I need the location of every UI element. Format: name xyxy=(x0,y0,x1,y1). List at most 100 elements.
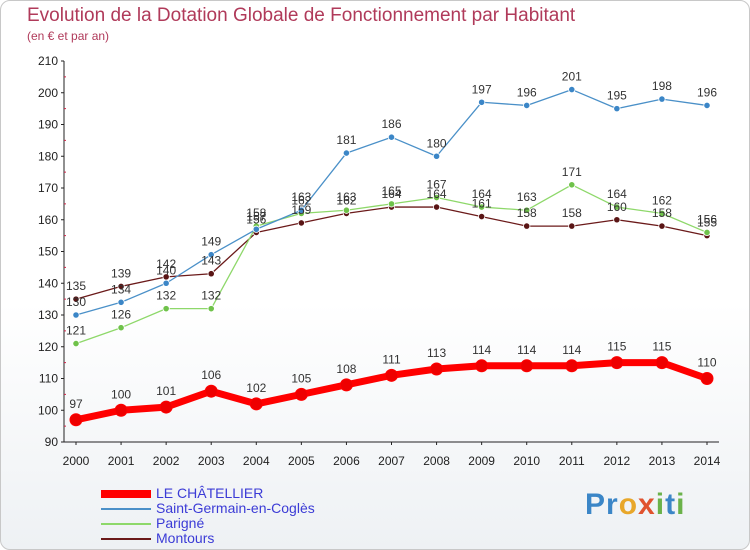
data-point xyxy=(249,397,263,411)
data-point xyxy=(610,356,624,370)
data-label: 165 xyxy=(381,184,401,198)
data-point xyxy=(207,251,215,259)
data-label: 160 xyxy=(607,200,627,214)
data-point xyxy=(475,359,489,373)
data-label: 180 xyxy=(427,136,447,150)
data-label: 163 xyxy=(517,190,537,204)
x-tick-label: 2002 xyxy=(153,454,180,468)
data-label: 171 xyxy=(562,165,582,179)
data-label: 197 xyxy=(472,82,492,96)
logo-letter: i xyxy=(655,488,666,521)
data-point xyxy=(568,85,576,94)
data-label: 130 xyxy=(66,295,86,309)
y-tick-label: 200 xyxy=(38,86,58,100)
data-point xyxy=(655,356,669,370)
data-point xyxy=(430,362,444,376)
data-point xyxy=(568,222,576,230)
x-tick-label: 2014 xyxy=(694,454,721,468)
data-label: 162 xyxy=(652,193,672,207)
logo-letter: r xyxy=(606,488,619,521)
data-point xyxy=(432,203,441,211)
data-label: 164 xyxy=(607,187,627,201)
data-point xyxy=(297,206,305,214)
y-tick-label: 160 xyxy=(38,213,58,227)
legend-label: LE CHÂTELLIER xyxy=(156,485,264,501)
x-tick-label: 2005 xyxy=(288,454,315,468)
data-label: 140 xyxy=(156,263,176,277)
data-label: 106 xyxy=(201,368,221,382)
data-label: 196 xyxy=(697,85,717,99)
data-point xyxy=(72,339,80,348)
data-point xyxy=(613,105,621,113)
data-point xyxy=(523,101,531,110)
x-tick-label: 2012 xyxy=(604,454,631,468)
data-label: 97 xyxy=(69,397,83,411)
data-label: 114 xyxy=(472,343,491,357)
data-label: 155 xyxy=(697,216,717,230)
data-label: 167 xyxy=(427,178,447,192)
data-point xyxy=(252,225,260,233)
data-point xyxy=(613,203,621,211)
data-label: 196 xyxy=(517,85,537,99)
data-point xyxy=(385,368,398,382)
data-label: 162 xyxy=(291,193,311,207)
data-label: 113 xyxy=(427,346,446,360)
y-tick-label: 210 xyxy=(38,54,58,68)
x-tick-label: 2001 xyxy=(108,454,135,468)
data-label: 158 xyxy=(246,206,266,220)
legend-label: Parigné xyxy=(156,515,205,531)
data-label: 163 xyxy=(336,190,356,204)
data-label: 115 xyxy=(607,340,626,354)
data-point xyxy=(387,133,396,141)
data-point xyxy=(520,359,534,373)
series-line xyxy=(75,206,708,300)
data-label: 198 xyxy=(652,79,672,93)
data-point xyxy=(387,200,396,208)
data-point xyxy=(204,384,218,398)
legend-swatch xyxy=(101,508,151,510)
x-tick-label: 2000 xyxy=(63,454,90,468)
data-point xyxy=(297,219,305,227)
data-label: 158 xyxy=(562,206,582,220)
data-point xyxy=(162,279,170,287)
logo-letter: t xyxy=(665,488,677,521)
data-label: 142 xyxy=(156,257,176,271)
y-tick-label: 100 xyxy=(38,403,58,417)
logo-letter: o xyxy=(618,488,639,521)
data-point xyxy=(568,181,576,189)
legend-label: Montours xyxy=(156,530,215,546)
data-point xyxy=(339,378,353,392)
data-label: 164 xyxy=(472,187,492,201)
data-label: 162 xyxy=(336,193,356,207)
data-point xyxy=(159,400,173,414)
data-point xyxy=(207,305,215,313)
data-label: 135 xyxy=(66,279,86,293)
data-point xyxy=(700,372,714,385)
data-label: 164 xyxy=(427,187,447,201)
data-label: 156 xyxy=(246,212,266,226)
data-label: 161 xyxy=(472,197,492,211)
x-tick-label: 2007 xyxy=(378,454,405,468)
data-label: 132 xyxy=(156,289,176,303)
x-tick-label: 2010 xyxy=(513,454,540,468)
data-point xyxy=(162,305,170,313)
y-tick-label: 110 xyxy=(39,372,58,386)
legend-swatch xyxy=(101,538,151,540)
data-point xyxy=(478,203,486,211)
data-label: 164 xyxy=(381,187,401,201)
data-label: 108 xyxy=(336,362,356,376)
data-label: 115 xyxy=(652,340,671,354)
data-label: 121 xyxy=(66,324,86,338)
y-tick-label: 130 xyxy=(38,308,58,322)
logo-letter: P xyxy=(585,488,607,521)
data-label: 149 xyxy=(201,235,221,249)
chart-subtitle: (en € et par an) xyxy=(27,29,110,43)
data-label: 111 xyxy=(382,352,401,366)
legend-swatch xyxy=(101,490,151,498)
chart-title: Evolution de la Dotation Globale de Fonc… xyxy=(27,5,576,26)
data-point xyxy=(703,101,711,110)
data-point xyxy=(565,359,579,373)
y-tick-label: 190 xyxy=(38,118,58,132)
